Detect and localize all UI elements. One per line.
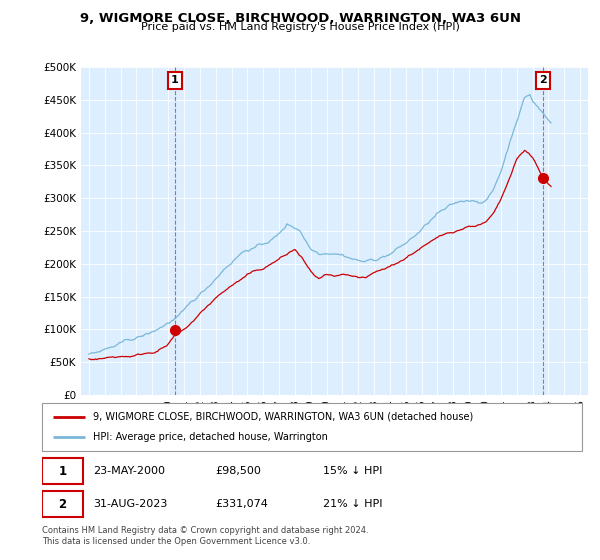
Text: £331,074: £331,074 bbox=[215, 499, 268, 509]
Text: 9, WIGMORE CLOSE, BIRCHWOOD, WARRINGTON, WA3 6UN (detached house): 9, WIGMORE CLOSE, BIRCHWOOD, WARRINGTON,… bbox=[94, 412, 473, 422]
Text: 23-MAY-2000: 23-MAY-2000 bbox=[94, 466, 166, 476]
Text: HPI: Average price, detached house, Warrington: HPI: Average price, detached house, Warr… bbox=[94, 432, 328, 442]
Text: Price paid vs. HM Land Registry's House Price Index (HPI): Price paid vs. HM Land Registry's House … bbox=[140, 22, 460, 32]
Text: 2: 2 bbox=[58, 497, 67, 511]
Text: 1: 1 bbox=[58, 465, 67, 478]
Text: 31-AUG-2023: 31-AUG-2023 bbox=[94, 499, 167, 509]
Text: £98,500: £98,500 bbox=[215, 466, 260, 476]
Text: Contains HM Land Registry data © Crown copyright and database right 2024.
This d: Contains HM Land Registry data © Crown c… bbox=[42, 526, 368, 546]
FancyBboxPatch shape bbox=[42, 458, 83, 484]
Text: 21% ↓ HPI: 21% ↓ HPI bbox=[323, 499, 382, 509]
FancyBboxPatch shape bbox=[42, 403, 582, 451]
Text: 1: 1 bbox=[171, 75, 179, 85]
Text: 15% ↓ HPI: 15% ↓ HPI bbox=[323, 466, 382, 476]
Text: 2: 2 bbox=[539, 75, 547, 85]
Text: 9, WIGMORE CLOSE, BIRCHWOOD, WARRINGTON, WA3 6UN: 9, WIGMORE CLOSE, BIRCHWOOD, WARRINGTON,… bbox=[79, 12, 521, 25]
FancyBboxPatch shape bbox=[42, 491, 83, 517]
